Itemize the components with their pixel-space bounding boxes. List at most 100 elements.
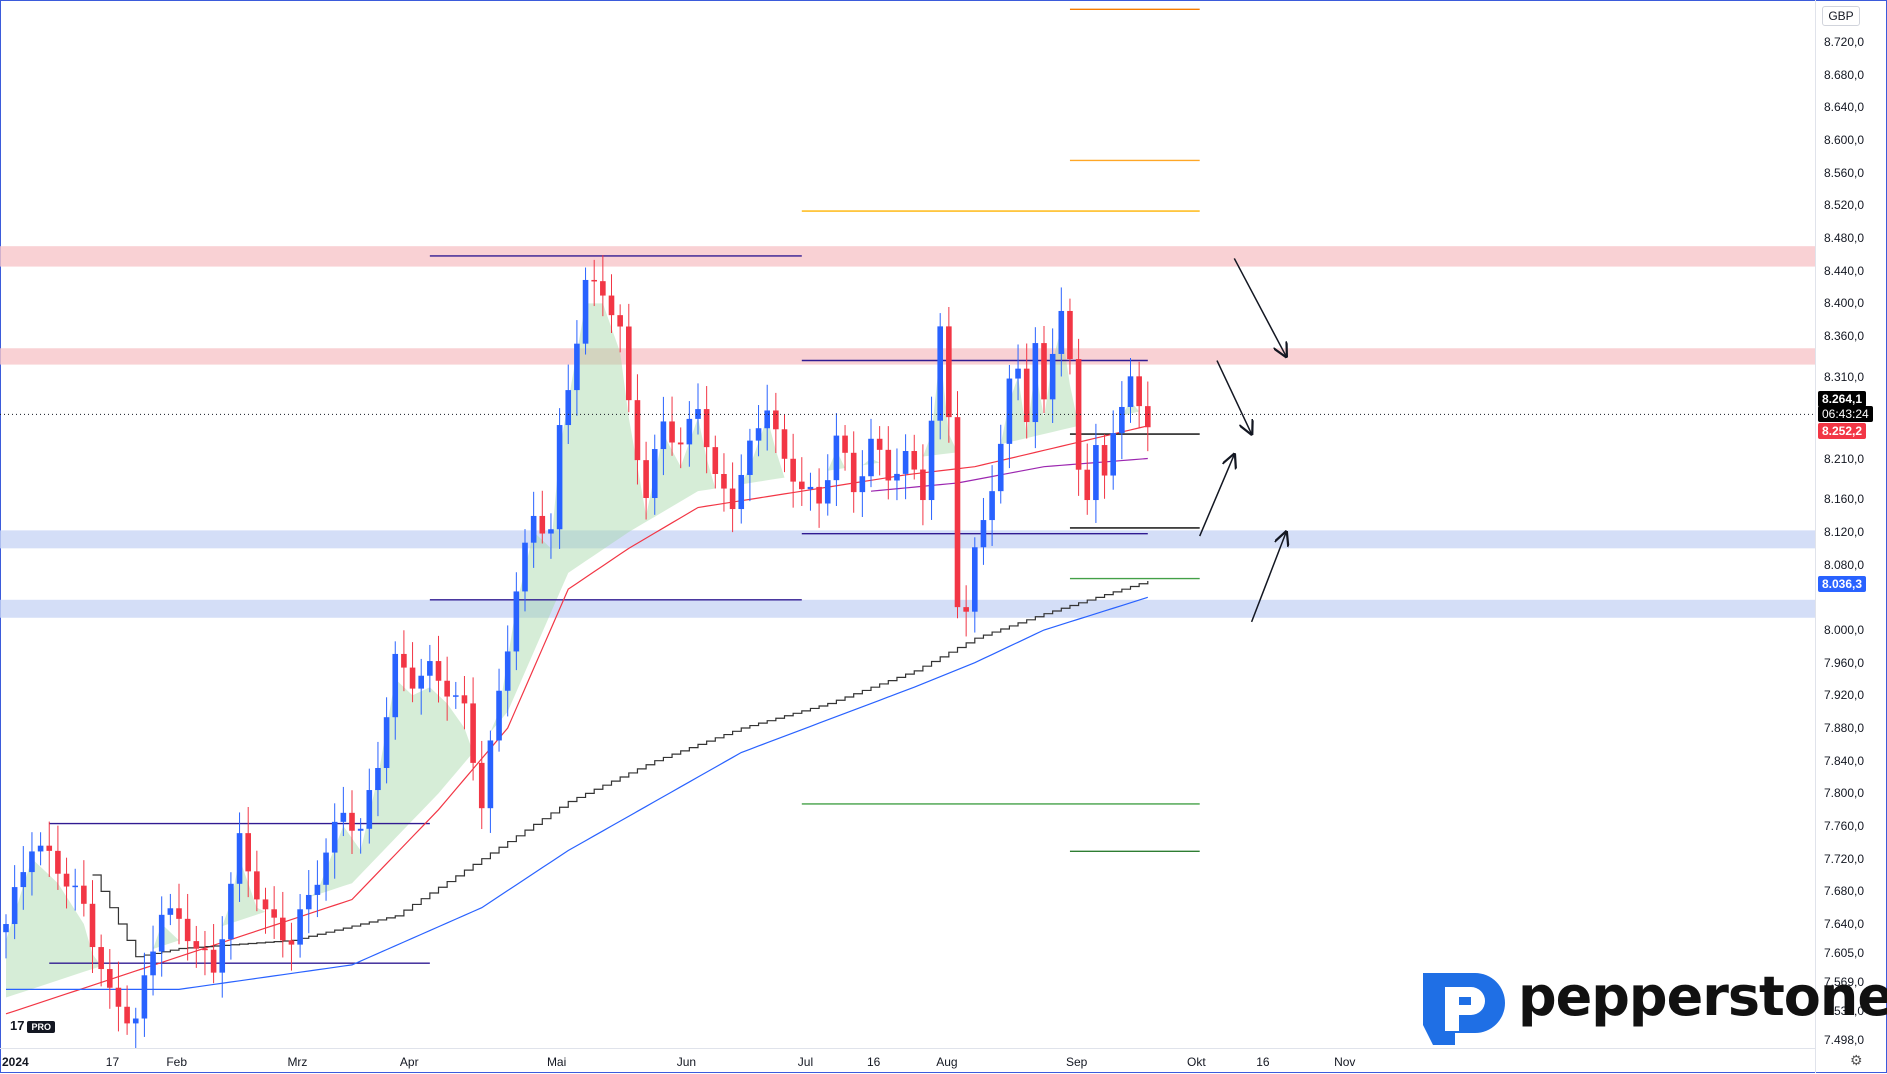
candle-body <box>392 653 399 718</box>
candle-body <box>574 343 580 391</box>
settings-icon[interactable]: ⚙ <box>1850 1052 1863 1068</box>
candle-body <box>453 695 459 697</box>
candle-body <box>513 591 520 652</box>
zone-resistance-upper <box>0 246 1815 267</box>
price-chart[interactable] <box>0 0 1815 1048</box>
projection-arrow-2 <box>1199 454 1235 537</box>
blue-price-badge: 8.036,3 <box>1818 576 1867 592</box>
candle-body <box>539 515 546 534</box>
time-tick-label: Okt <box>1187 1055 1206 1069</box>
candle-body <box>911 451 918 470</box>
candle-body <box>478 762 485 809</box>
price-tick-label: 8.480,0 <box>1824 231 1865 245</box>
pro-badge: PRO <box>27 1020 55 1033</box>
moving-average-1 <box>6 596 1148 990</box>
zone-support-upper <box>0 530 1815 549</box>
candle-body <box>37 845 44 852</box>
price-axis[interactable]: 8.720,0 8.680,0 8.640,0 8.600,0 8.560,0 8.520… <box>1815 0 1887 1073</box>
candle-body <box>1136 376 1142 407</box>
price-tick-label: 8.560,0 <box>1824 165 1865 180</box>
price-tick-label: 8.520,0 <box>1824 198 1865 213</box>
candle-body <box>72 885 78 888</box>
candle-body <box>608 295 615 316</box>
candle-body <box>115 987 122 1007</box>
candle-body <box>1110 433 1116 476</box>
candle-body <box>799 481 805 490</box>
candle-body <box>1093 445 1099 501</box>
candle-body <box>712 447 719 474</box>
candle-body <box>591 279 597 282</box>
candle-body <box>989 491 995 521</box>
candle-body <box>228 883 234 940</box>
candle-body <box>1119 406 1125 434</box>
candle-body <box>288 940 295 945</box>
cloud-band <box>6 303 1148 998</box>
price-tick-label: 7.800,0 <box>1824 786 1865 801</box>
candle-body <box>902 451 909 474</box>
candle-body <box>409 667 416 689</box>
time-tick-label: Mai <box>546 1055 567 1069</box>
candle-body <box>29 851 35 873</box>
candle-body <box>331 821 338 853</box>
price-tick-label: 7.960,0 <box>1824 655 1865 670</box>
price-tick-label: 7.640,0 <box>1824 917 1865 932</box>
candle-body <box>738 474 745 510</box>
candle-body <box>202 948 208 951</box>
candle-body <box>894 473 900 481</box>
projection-arrow-3 <box>1250 532 1287 623</box>
candle-body <box>781 429 788 459</box>
candle-body <box>107 969 113 988</box>
candle-body <box>824 480 831 504</box>
price-tick-label: 7.605,0 <box>1824 945 1865 960</box>
time-tick-label: 2024 <box>2 1055 29 1069</box>
price-tick-label: 7.498,0 <box>1824 1033 1865 1047</box>
price-tick-label: 7.534,0 <box>1824 1003 1865 1018</box>
candle-body <box>980 520 987 548</box>
plot-area[interactable] <box>0 0 1815 1048</box>
time-tick-label: Aug <box>936 1055 958 1069</box>
candle-body <box>963 607 969 612</box>
candle-body <box>1049 353 1056 400</box>
currency-selector[interactable]: GBP <box>1822 6 1860 26</box>
candle-body <box>816 486 822 504</box>
candle-body <box>150 951 156 976</box>
candle-body <box>1058 310 1065 354</box>
candle-body <box>55 850 61 874</box>
time-tick-label: Jul <box>797 1055 814 1069</box>
price-tick-label: 8.720,0 <box>1824 35 1865 49</box>
candle-body <box>1032 343 1039 423</box>
red-price-badge: 8.252,2 <box>1818 423 1867 439</box>
candle-body <box>340 812 347 822</box>
candle-body <box>124 1006 130 1024</box>
candle-body <box>1041 343 1047 400</box>
price-tick-label: 8.120,0 <box>1824 525 1865 540</box>
time-axis[interactable]: 2024 17 Feb Mrz Apr Mai Jun Jul 16 Aug Sep Okt 16 Nov <box>0 1048 1815 1074</box>
candle-body <box>1015 368 1021 379</box>
time-tick-label: 16 <box>1256 1055 1270 1069</box>
moving-average-3 <box>870 457 1148 492</box>
candle-body <box>158 914 165 952</box>
tradingview-logo-icon[interactable]: 17 PRO <box>10 1018 55 1033</box>
candle-body <box>167 908 174 915</box>
candle-body <box>729 488 736 510</box>
candle-body <box>210 949 217 973</box>
candle-body <box>660 421 667 450</box>
candle-body <box>954 417 961 608</box>
candle-body <box>305 894 312 910</box>
candle-body <box>383 717 390 769</box>
candle-body <box>219 939 226 973</box>
candle-body <box>357 828 364 831</box>
price-tick-label: 8.210,0 <box>1824 451 1865 466</box>
candle-body <box>1127 376 1134 407</box>
price-tick-label: 7.569,0 <box>1824 975 1865 989</box>
candle-body <box>496 690 502 741</box>
candle-body <box>677 442 684 445</box>
candle-body <box>548 529 554 534</box>
time-tick-label: Nov <box>1334 1055 1356 1069</box>
last-price-badge: 8.264,1 <box>1818 391 1867 407</box>
candle-body <box>669 421 675 443</box>
price-tick-label: 8.080,0 <box>1824 557 1865 572</box>
candle-body <box>764 410 770 429</box>
price-tick-label: 8.360,0 <box>1824 329 1865 343</box>
candle-body <box>790 458 796 482</box>
